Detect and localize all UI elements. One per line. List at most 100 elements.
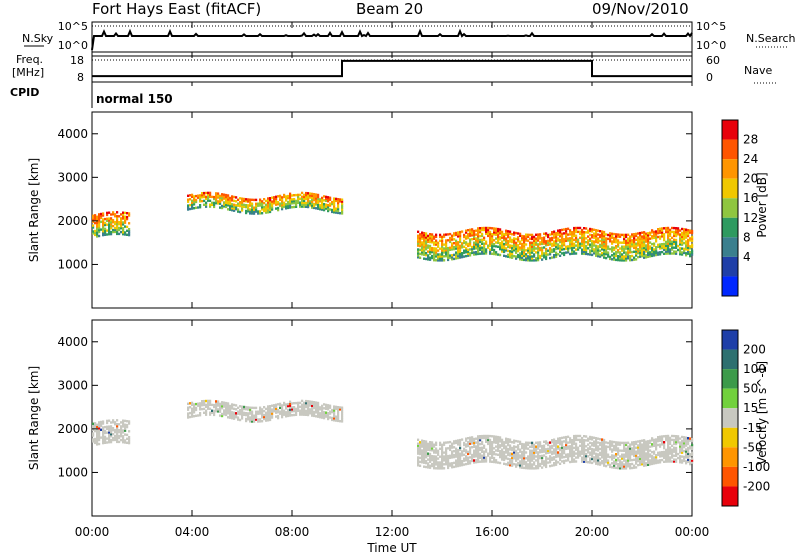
power-cell xyxy=(307,196,310,199)
velocity-cell xyxy=(337,408,340,411)
velocity-cell xyxy=(305,403,308,407)
power-cell xyxy=(569,243,572,246)
power-cell xyxy=(457,249,460,252)
velocity-cell xyxy=(653,456,656,459)
power-cell xyxy=(447,252,450,256)
power-cell xyxy=(509,254,512,257)
power-cell xyxy=(94,229,97,233)
velocity-cell xyxy=(461,461,464,465)
power-cell xyxy=(611,232,614,235)
velocity-cell xyxy=(559,439,562,442)
velocity-cell xyxy=(679,437,682,440)
velocity-cell xyxy=(497,449,500,452)
power-cell xyxy=(673,230,676,234)
velocity-cell xyxy=(683,438,686,441)
velocity-cell xyxy=(419,450,422,454)
velocity-cell xyxy=(447,462,450,466)
power-cell xyxy=(291,198,294,201)
velocity-cell xyxy=(687,437,690,440)
velocity-cell xyxy=(295,407,298,411)
power-cell xyxy=(429,233,432,236)
power-cell xyxy=(631,233,634,236)
velocity-cell xyxy=(120,438,123,442)
velocity-cell xyxy=(527,467,530,470)
velocity-cell xyxy=(441,461,444,464)
power-cell xyxy=(511,256,514,259)
power-cell xyxy=(521,236,524,240)
power-cell xyxy=(553,256,556,259)
velocity-cell xyxy=(503,456,506,460)
power-cell xyxy=(261,202,264,205)
power-cell xyxy=(617,258,620,262)
power-cell xyxy=(605,249,608,252)
velocity-cell xyxy=(419,464,422,467)
power-cell xyxy=(327,205,330,209)
velocity-cell xyxy=(629,447,632,450)
power-cell xyxy=(557,231,560,234)
velocity-cell xyxy=(593,452,596,455)
power-cell xyxy=(337,201,340,205)
velocity-cell xyxy=(619,465,622,468)
velocity-cell xyxy=(215,406,218,409)
velocity-cell xyxy=(229,410,232,414)
velocity-cell xyxy=(241,405,244,408)
power-cell xyxy=(581,250,584,253)
velocity-cell xyxy=(541,466,544,469)
power-cell xyxy=(549,256,552,260)
power-cell xyxy=(96,225,99,228)
velocity-cell xyxy=(501,442,504,445)
velocity-cell xyxy=(513,451,516,454)
velocity-cell xyxy=(665,454,668,457)
power-cell xyxy=(309,194,312,197)
power-cell xyxy=(485,248,488,251)
power-cell xyxy=(519,232,522,236)
velocity-cell xyxy=(607,455,610,458)
power-cell xyxy=(307,192,310,195)
velocity-cell xyxy=(463,447,466,451)
power-cell xyxy=(453,257,456,261)
power-cell xyxy=(499,228,502,231)
power-cell xyxy=(665,226,668,230)
power-cell xyxy=(126,225,129,229)
power-cell xyxy=(579,246,582,249)
power-cell xyxy=(565,229,568,233)
velocity-cell xyxy=(447,456,450,460)
power-cell xyxy=(223,201,226,204)
velocity-cell xyxy=(301,403,304,406)
power-cell xyxy=(615,250,618,254)
power-cell xyxy=(507,230,510,233)
velocity-cell xyxy=(497,461,500,464)
power-cell xyxy=(591,236,594,239)
date-title: 09/Nov/2010 xyxy=(592,0,689,18)
velocity-cell xyxy=(419,460,422,464)
power-cell xyxy=(627,257,630,260)
power-cell xyxy=(529,257,532,260)
velocity-cell xyxy=(425,444,428,447)
velocity-cell xyxy=(213,413,216,417)
power-cell xyxy=(419,233,422,236)
velocity-cell xyxy=(475,459,478,462)
power-cell xyxy=(421,241,424,244)
power-cell xyxy=(189,207,192,211)
velocity-cell xyxy=(609,446,612,449)
velocity-cell xyxy=(323,407,326,410)
velocity-cell xyxy=(637,448,640,451)
power-cell xyxy=(555,235,558,239)
power-cell xyxy=(287,194,290,198)
velocity-cell xyxy=(639,441,642,445)
velocity-cell xyxy=(433,465,436,468)
velocity-cell xyxy=(521,442,524,446)
power-cell xyxy=(207,197,210,200)
power-cell xyxy=(579,236,582,239)
power-cell xyxy=(577,226,580,230)
velocity-cell xyxy=(451,452,454,455)
power-cell xyxy=(659,245,662,248)
power-cell xyxy=(289,194,292,197)
power-cell xyxy=(303,201,306,204)
velocity-cell xyxy=(102,426,105,429)
power-cell xyxy=(120,217,123,220)
power-cell xyxy=(469,252,472,255)
power-cell xyxy=(673,232,676,236)
power-cell xyxy=(305,197,308,201)
